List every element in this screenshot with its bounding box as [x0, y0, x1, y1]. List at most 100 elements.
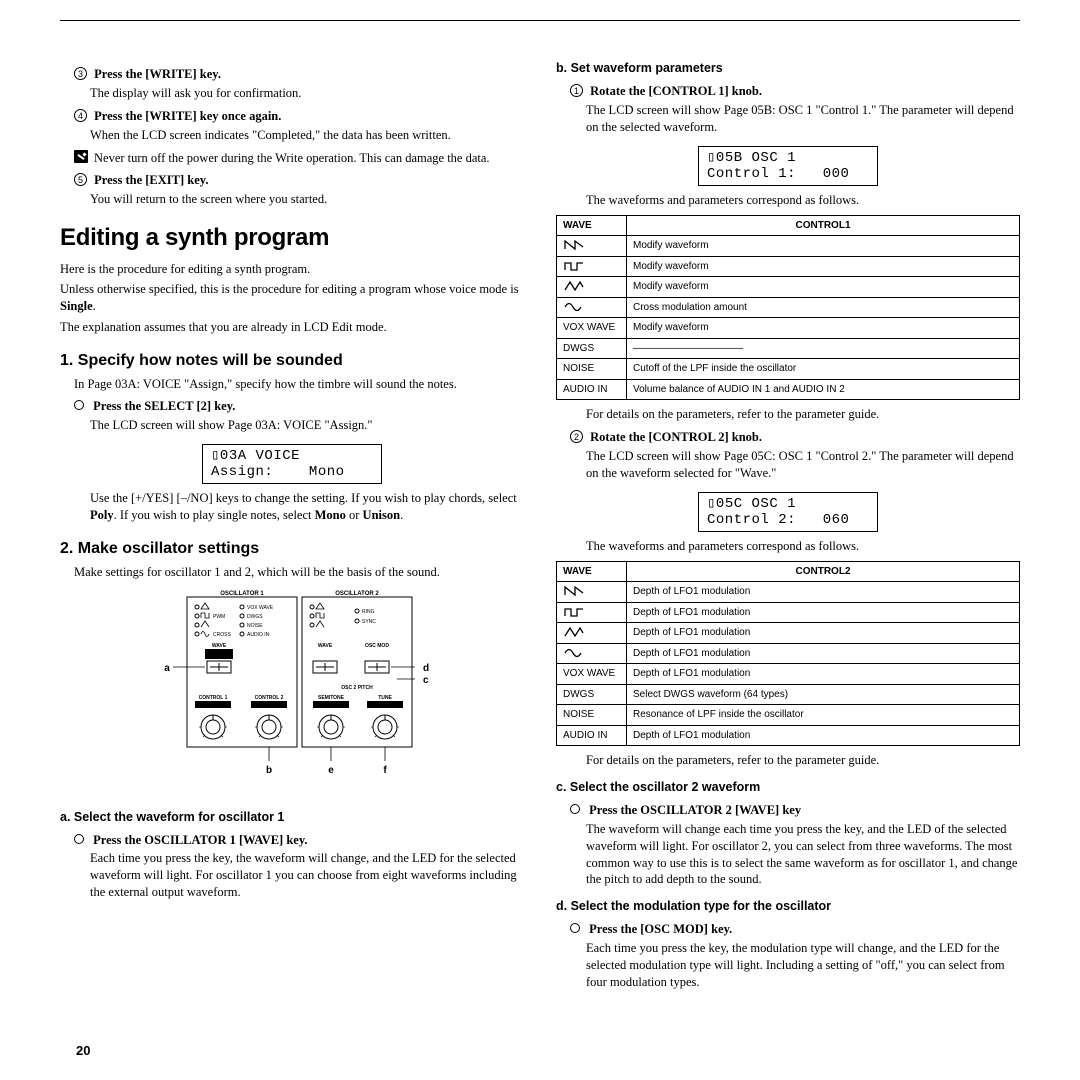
svg-text:CONTROL 1: CONTROL 1	[199, 695, 228, 701]
lcd-screen-05b: ▯05B OSC 1 Control 1: 000	[698, 146, 878, 186]
control-cell: Depth of LFO1 modulation	[627, 643, 1020, 664]
control-cell: ———————————	[627, 338, 1020, 359]
wave-cell	[557, 256, 627, 277]
section-1-heading: 1. Specify how notes will be sounded	[60, 350, 524, 372]
circled-1-icon: 1	[570, 84, 583, 97]
section-1-tail: Use the [+/YES] [–/NO] keys to change th…	[90, 490, 524, 524]
intro-2: Unless otherwise specified, this is the …	[60, 281, 524, 315]
section-b-tail: The waveforms and parameters correspond …	[586, 192, 1020, 209]
control2-table: WAVE CONTROL2 Depth of LFO1 modulationDe…	[556, 561, 1020, 747]
tri-wave-icon	[563, 280, 585, 292]
tri-wave-icon	[563, 626, 585, 638]
oscillator-panel-svg: OSCILLATOR 1 OSCILLATOR 2 PWM CROSS VOX …	[147, 589, 437, 799]
svg-text:f: f	[383, 765, 387, 776]
svg-text:DWGS: DWGS	[247, 614, 263, 620]
table-row: Depth of LFO1 modulation	[557, 602, 1020, 623]
section-b-step2-body: The LCD screen will show Page 05C: OSC 1…	[586, 448, 1020, 482]
circled-3-icon: 3	[74, 67, 87, 80]
left-column: 3 Press the [WRITE] key. The display wil…	[60, 60, 524, 995]
step-5-body: You will return to the screen where you …	[90, 191, 524, 208]
section-b-step1: 1 Rotate the [CONTROL 1] knob.	[570, 83, 1020, 100]
svg-text:CONTROL 2: CONTROL 2	[255, 695, 284, 701]
wave-cell: AUDIO IN	[557, 379, 627, 400]
table-row: DWGSSelect DWGS waveform (64 types)	[557, 684, 1020, 705]
wave-cell	[557, 582, 627, 603]
wave-cell: NOISE	[557, 359, 627, 380]
control-cell: Modify waveform	[627, 256, 1020, 277]
lcd-screen-05c: ▯05C OSC 1 Control 2: 060	[698, 492, 878, 532]
wave-cell	[557, 297, 627, 318]
svg-text:a: a	[164, 663, 170, 674]
section-1-body: In Page 03A: VOICE "Assign," specify how…	[74, 376, 524, 393]
control-cell: Modify waveform	[627, 236, 1020, 257]
wave-cell	[557, 602, 627, 623]
section-b-after2: For details on the parameters, refer to …	[586, 752, 1020, 769]
step-5-label: Press the [EXIT] key.	[94, 173, 208, 187]
control-cell: Select DWGS waveform (64 types)	[627, 684, 1020, 705]
page-number: 20	[76, 1042, 90, 1060]
control-cell: Modify waveform	[627, 277, 1020, 298]
control-cell: Cross modulation amount	[627, 297, 1020, 318]
section-b-after: For details on the parameters, refer to …	[586, 406, 1020, 423]
svg-text:c: c	[423, 675, 429, 686]
wave-cell: AUDIO IN	[557, 725, 627, 746]
sine-wave-icon	[563, 301, 585, 313]
table-row: AUDIO INDepth of LFO1 modulation	[557, 725, 1020, 746]
step-4-body: When the LCD screen indicates "Completed…	[90, 127, 524, 144]
control-cell: Depth of LFO1 modulation	[627, 602, 1020, 623]
control1-table: WAVE CONTROL1 Modify waveformModify wave…	[556, 215, 1020, 401]
section-2a-heading: a. Select the waveform for oscillator 1	[60, 809, 524, 826]
table-head-control1: CONTROL1	[627, 215, 1020, 236]
section-b-step1-body: The LCD screen will show Page 05B: OSC 1…	[586, 102, 1020, 136]
wave-cell	[557, 277, 627, 298]
section-1-step-label: Press the SELECT [2] key.	[93, 399, 235, 413]
section-2a-step: Press the OSCILLATOR 1 [WAVE] key.	[74, 832, 524, 849]
intro-1: Here is the procedure for editing a synt…	[60, 261, 524, 278]
section-b-heading: b. Set waveform parameters	[556, 60, 1020, 77]
table-head-wave: WAVE	[557, 215, 627, 236]
svg-text:d: d	[423, 663, 429, 674]
section-c-heading: c. Select the oscillator 2 waveform	[556, 779, 1020, 796]
page-title: Editing a synth program	[60, 222, 524, 254]
svg-text:OSC MOD: OSC MOD	[365, 643, 389, 649]
section-1-step: Press the SELECT [2] key.	[74, 398, 524, 415]
step-3-label: Press the [WRITE] key.	[94, 67, 221, 81]
right-column: b. Set waveform parameters 1 Rotate the …	[556, 60, 1020, 995]
lcd-screen-voice: ▯03A VOICE Assign: Mono	[202, 444, 382, 484]
section-2-body: Make settings for oscillator 1 and 2, wh…	[74, 564, 524, 581]
saw-wave-icon	[563, 239, 585, 251]
section-d-step: Press the [OSC MOD] key.	[570, 921, 1020, 938]
control-cell: Modify waveform	[627, 318, 1020, 339]
step-5: 5 Press the [EXIT] key.	[74, 172, 524, 189]
hollow-circle-icon	[74, 834, 84, 844]
section-1-step-body: The LCD screen will show Page 03A: VOICE…	[90, 417, 524, 434]
wave-cell: NOISE	[557, 705, 627, 726]
svg-text:OSCILLATOR 1: OSCILLATOR 1	[220, 591, 264, 597]
section-2a-step-label: Press the OSCILLATOR 1 [WAVE] key.	[93, 833, 307, 847]
wave-cell	[557, 236, 627, 257]
svg-text:NOISE: NOISE	[247, 623, 263, 629]
wave-cell: VOX WAVE	[557, 664, 627, 685]
table-row: NOISEResonance of LPF inside the oscilla…	[557, 705, 1020, 726]
step-4-label: Press the [WRITE] key once again.	[94, 109, 281, 123]
warning-note: Never turn off the power during the Writ…	[74, 150, 524, 167]
table-row: Modify waveform	[557, 277, 1020, 298]
svg-text:CROSS: CROSS	[213, 632, 231, 638]
step-3-body: The display will ask you for confirmatio…	[90, 85, 524, 102]
hollow-circle-icon	[74, 400, 84, 410]
intro-3: The explanation assumes that you are alr…	[60, 319, 524, 336]
control-cell: Depth of LFO1 modulation	[627, 725, 1020, 746]
table-row: Depth of LFO1 modulation	[557, 623, 1020, 644]
control-cell: Depth of LFO1 modulation	[627, 664, 1020, 685]
circled-2-icon: 2	[570, 430, 583, 443]
table-row: Depth of LFO1 modulation	[557, 582, 1020, 603]
table-head-wave: WAVE	[557, 561, 627, 582]
svg-text:RING: RING	[362, 609, 375, 615]
table-row: Depth of LFO1 modulation	[557, 643, 1020, 664]
svg-text:VOX WAVE: VOX WAVE	[247, 605, 274, 611]
svg-text:TUNE: TUNE	[378, 695, 392, 701]
oscillator-panel-diagram: OSCILLATOR 1 OSCILLATOR 2 PWM CROSS VOX …	[60, 589, 524, 799]
sine-wave-icon	[563, 647, 585, 659]
control-cell: Depth of LFO1 modulation	[627, 623, 1020, 644]
section-c-step-body: The waveform will change each time you p…	[586, 821, 1020, 889]
